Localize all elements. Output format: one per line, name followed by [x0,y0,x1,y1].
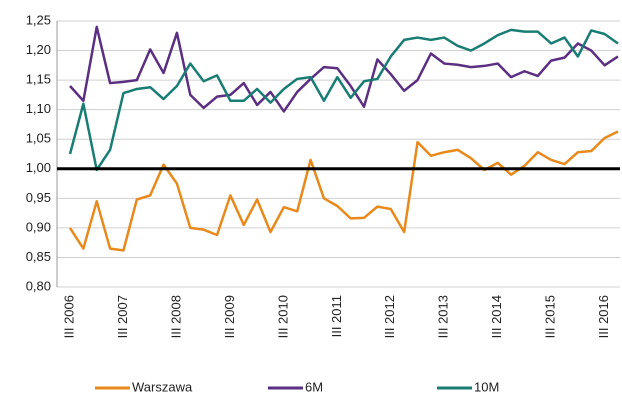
legend-label: 10M [474,379,499,394]
x-tick-label: III 2009 [222,295,237,338]
x-tick-label: III 2006 [61,295,76,338]
y-tick-label: 1,05 [26,131,51,146]
x-tick-label: III 2011 [329,295,344,337]
legend-label: 6M [305,379,323,394]
y-tick-label: 1,15 [26,72,51,87]
x-tick-label: III 2016 [596,295,611,338]
series-line [69,25,619,113]
x-tick-label: III 2007 [115,295,130,338]
x-tick-label: III 2008 [168,295,183,338]
y-tick-label: 1,10 [26,101,51,116]
y-tick-label: 1,20 [26,42,51,57]
series-line [68,130,619,252]
legend-label: Warszawa [132,379,193,394]
y-tick-label: 0,90 [26,219,51,234]
y-tick-label: 0,95 [26,190,51,205]
x-tick-label: III 2010 [275,295,290,338]
y-tick-label: 1,00 [26,160,51,175]
y-tick-label: 0,80 [26,278,51,293]
series-line [68,28,619,172]
x-tick-label: III 2015 [543,295,558,338]
x-tick-label: III 2014 [489,295,504,338]
y-tick-label: 0,85 [26,249,51,264]
y-tick-label: 1,25 [26,12,51,27]
x-tick-label: III 2012 [382,295,397,338]
x-tick-label: III 2013 [436,295,451,338]
